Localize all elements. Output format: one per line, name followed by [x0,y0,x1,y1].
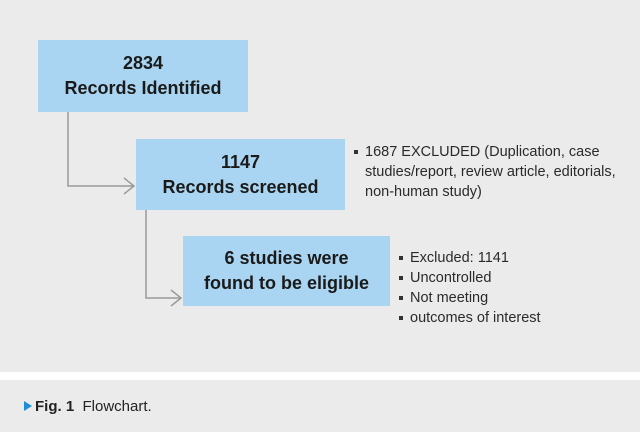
caption-marker [24,401,32,411]
note-item: outcomes of interest [399,308,634,328]
box-line: Records Identified [64,78,222,98]
box: 2834 Records Identified [38,40,248,112]
box-line: 6 studies were [224,248,349,268]
caption: Fig. 1 Flowchart. [24,398,152,415]
caption-text: Flowchart. [82,398,152,415]
box-line: 2834 [122,53,164,73]
box-line: Records screened [162,176,319,197]
exclusion-note: Excluded: 1141 Uncontrolled Not meeting … [399,248,634,328]
caption-bar: Fig. 1 Flowchart. [0,380,640,432]
note-item: Excluded: 1141 [399,248,634,268]
connectors [67,112,183,307]
connector [67,112,183,307]
box: 6 studies were found to be eligible [183,236,390,306]
box-line: found to be eligible [204,273,369,293]
box: 1147 Records screened [136,139,345,210]
caption-label: Fig. 1 [35,398,75,415]
note-item: Not meeting [399,288,634,308]
note-item: Uncontrolled [399,268,634,288]
note-item: 1687 EXCLUDED (Duplication, case studies… [354,142,634,202]
exclusion-note: 1687 EXCLUDED (Duplication, case studies… [354,142,634,202]
box-line: 1147 [220,151,261,172]
